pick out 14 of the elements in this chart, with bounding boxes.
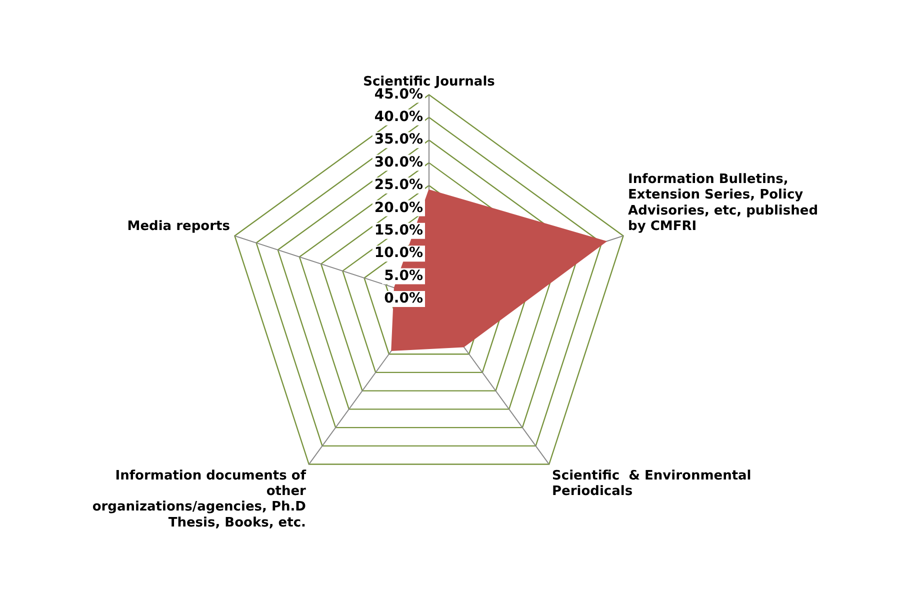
y-tick-label: 0.0% xyxy=(384,290,423,307)
spoke-label: Information documents of other organizations/agencies, Ph.D Thesis, Books, etc. xyxy=(92,468,307,530)
spoke-label: Information Bulletins, Extension Series, Policy Advisories, etc, published by CMFRI xyxy=(628,172,818,234)
y-tick-label: 40.0% xyxy=(374,109,423,126)
spoke-label: Media reports xyxy=(127,218,230,234)
y-tick-label: 10.0% xyxy=(374,245,423,262)
y-tick-label: 35.0% xyxy=(374,132,423,148)
y-tick-label: 5.0% xyxy=(384,268,423,284)
spoke-label: Scientific & Environmental Periodicals xyxy=(552,468,752,500)
y-tick-label: 15.0% xyxy=(374,222,423,239)
y-tick-label: 30.0% xyxy=(374,154,423,170)
y-tick-label: 25.0% xyxy=(374,177,423,194)
y-tick-label: 20.0% xyxy=(374,200,423,216)
y-tick-label: 45.0% xyxy=(374,86,423,102)
